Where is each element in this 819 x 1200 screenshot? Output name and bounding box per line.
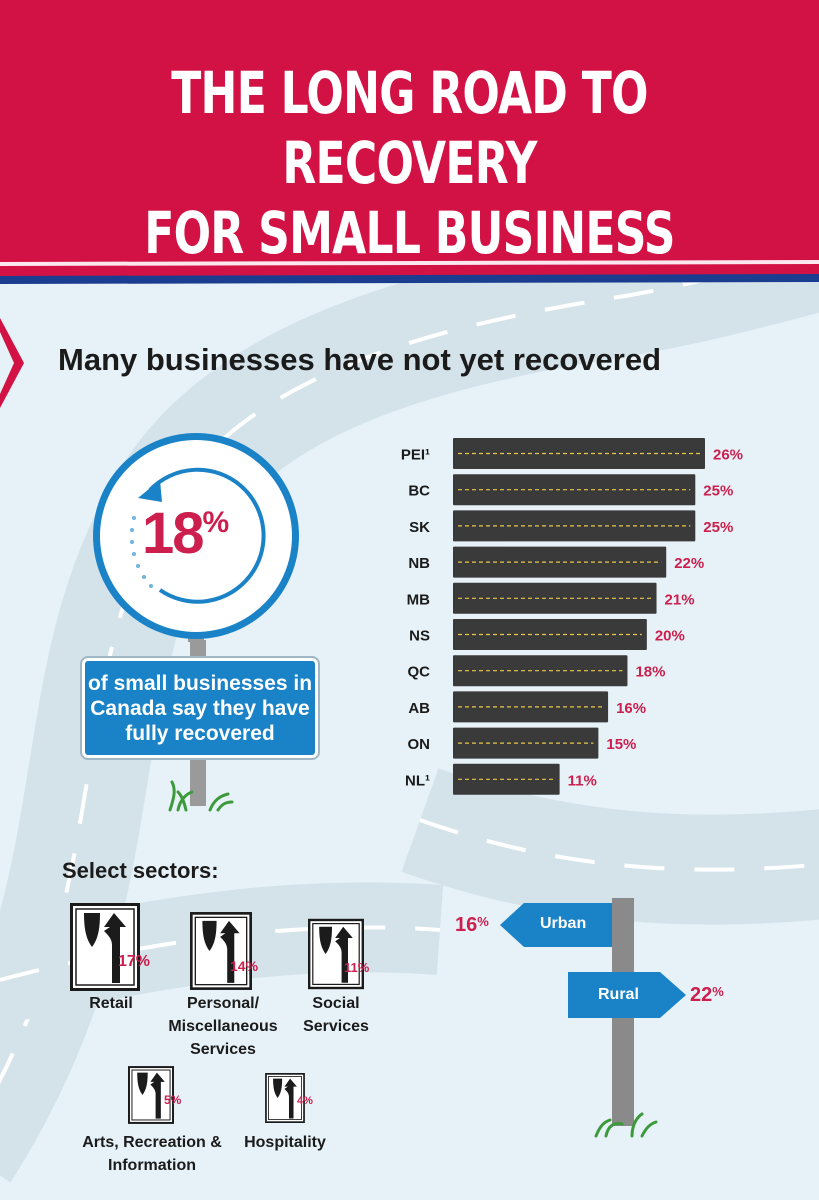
sector-label-retail: Retail (89, 995, 133, 1012)
sector-percentage: 5% (164, 1093, 182, 1107)
category-label: MB (407, 591, 430, 608)
rural-percentage: 22% (690, 984, 724, 1007)
sector-social-sign: 11% (308, 918, 369, 990)
rural-direction-sign (568, 972, 686, 1018)
stat-unit: % (202, 506, 230, 539)
category-label: ON (408, 736, 431, 753)
sector-hospitality-sign: 4% (265, 1073, 313, 1123)
province-bar-chart: PEI¹ 26% BC 25% SK 25% NB 22% MB 21% NS 20% QC 18% AB 1… (401, 438, 743, 795)
urban-label: Urban (540, 915, 587, 932)
lane-merge-icon (70, 903, 140, 991)
header-background (0, 0, 819, 284)
lane-merge-icon (265, 1073, 305, 1123)
title-line-1: THE LONG ROAD TO RECOVERY (171, 59, 648, 197)
grass-icon (168, 780, 234, 812)
title-line-2: FOR SMALL BUSINESS (144, 199, 675, 267)
sector-percentage: 4% (297, 1095, 313, 1107)
rural-label: Rural (598, 986, 639, 1003)
stat-value: 18 (142, 501, 204, 566)
bar (453, 474, 696, 506)
lane-merge-icon (308, 918, 364, 990)
category-label: QC (408, 664, 431, 681)
section-subtitle: Many businesses have not yet recovered (58, 342, 662, 377)
category-label: AB (408, 700, 430, 717)
header-banner: THE LONG ROAD TO RECOVERY FOR SMALL BUSI… (0, 0, 819, 285)
sectors-title: Select sectors: (62, 858, 219, 883)
sector-personal-sign: 14% (190, 912, 258, 990)
sector-percentage: 11% (344, 960, 370, 975)
sector-label-social: Social Services (303, 995, 369, 1035)
rural-unit: % (712, 984, 724, 999)
recovery-circle-sign (93, 433, 299, 642)
value-label: 15% (606, 736, 636, 753)
bar (453, 655, 628, 687)
value-label: 18% (635, 664, 665, 681)
sector-percentage: 17% (118, 953, 151, 970)
category-label: SK (409, 519, 430, 536)
value-label: 16% (616, 700, 646, 717)
lane-merge-icon (190, 912, 252, 990)
sector-label-personal: Personal/ Miscellaneous Services (168, 995, 278, 1058)
bar (453, 510, 696, 542)
category-label: BC (408, 483, 430, 500)
sign-pole-upper (190, 640, 206, 660)
value-label: 25% (703, 519, 733, 536)
bar (453, 582, 657, 614)
page-title: THE LONG ROAD TO RECOVERY FOR SMALL BUSI… (98, 58, 720, 268)
urban-percentage: 16% (455, 914, 489, 937)
bar (453, 727, 599, 759)
stat-percentage: 18% (142, 500, 230, 567)
sector-percentage: 14% (230, 958, 259, 974)
lane-merge-icon (128, 1066, 174, 1124)
side-arrow-icon (0, 318, 24, 408)
sign-pole-lower (190, 758, 206, 806)
sector-retail-sign: 17% (70, 903, 150, 991)
urban-unit: % (477, 914, 489, 929)
value-label: 22% (674, 555, 704, 572)
sector-arts-sign: 5% (128, 1065, 181, 1125)
stat-description-sign: of small businesses in Canada say they h… (80, 656, 320, 760)
value-label: 26% (713, 447, 743, 464)
value-label: 20% (655, 628, 685, 645)
urban-direction-sign (500, 903, 612, 947)
sector-label-arts: Arts, Recreation & Information (82, 1134, 222, 1174)
value-label: 11% (568, 772, 597, 789)
rural-value: 22 (690, 984, 713, 1006)
category-label: PEI¹ (401, 447, 430, 464)
value-label: 21% (665, 591, 695, 608)
category-label: NB (408, 555, 430, 572)
bar (453, 763, 560, 795)
value-label: 25% (703, 483, 733, 500)
category-label: NS (409, 628, 430, 645)
category-label: NL¹ (405, 772, 430, 789)
sector-label-hospitality: Hospitality (244, 1134, 326, 1151)
refresh-arrow-icon (138, 480, 162, 502)
urban-value: 16 (455, 914, 478, 936)
grass-icon (594, 1112, 658, 1138)
